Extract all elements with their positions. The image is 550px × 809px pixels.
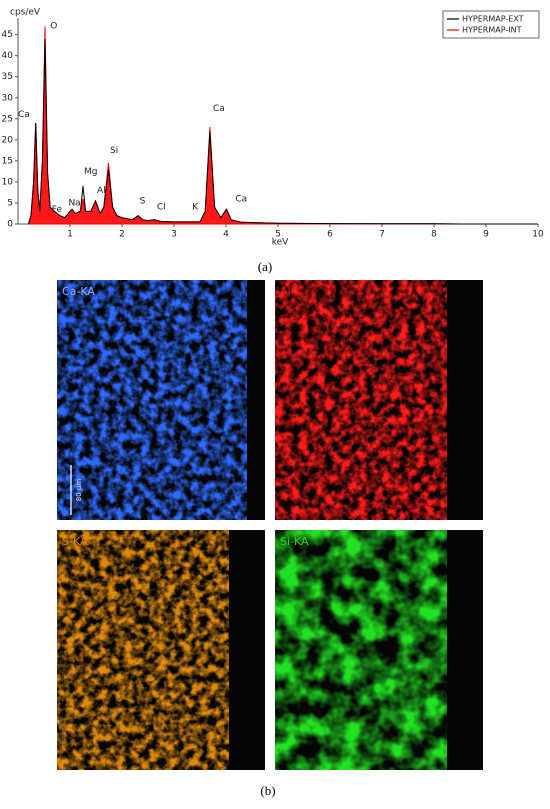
- spectrum-line: [27, 38, 538, 225]
- x-tick-label: 1: [67, 230, 73, 240]
- y-tick-label: 25: [2, 114, 13, 124]
- map-label: Ca-KA: [62, 285, 95, 298]
- peak-label: Mg: [84, 167, 97, 177]
- y-tick-label: 45: [2, 30, 13, 40]
- map-texture: [57, 530, 229, 770]
- y-tick-label: 20: [2, 135, 14, 145]
- map-texture: [57, 280, 247, 520]
- x-tick-label: 7: [379, 230, 385, 240]
- x-axis-label: keV: [272, 238, 289, 248]
- legend-label: HYPERMAP-INT: [462, 26, 522, 35]
- x-tick-label: 5: [275, 230, 281, 240]
- y-tick-label: 40: [2, 51, 14, 61]
- x-tick-label: 10: [532, 230, 544, 240]
- peak-label: Na: [68, 198, 80, 208]
- map-texture: [275, 280, 447, 520]
- y-tick-label: 0: [7, 220, 13, 230]
- peak-label: Fe: [52, 205, 63, 215]
- peak-label: Cl: [157, 203, 166, 213]
- peak-label: S: [140, 196, 146, 206]
- map-label: Si-KA: [280, 535, 309, 548]
- map-label: S-KA: [62, 535, 88, 548]
- caption-b: (b): [260, 783, 275, 798]
- scale-bar-label: 80 µm: [75, 479, 83, 502]
- peak-label: Ca: [18, 110, 30, 120]
- y-tick-label: 15: [2, 156, 13, 166]
- map-texture: [275, 530, 447, 770]
- peak-label: Al: [97, 186, 106, 196]
- y-tick-label: 35: [2, 72, 13, 82]
- peak-label: Ca: [235, 194, 247, 204]
- x-tick-label: 3: [171, 230, 177, 240]
- y-tick-label: 10: [2, 177, 14, 187]
- peak-label: Si: [110, 146, 118, 156]
- y-axis-label: cps/eV: [10, 8, 41, 18]
- x-tick-label: 6: [327, 230, 333, 240]
- peak-label: Ca: [213, 104, 225, 114]
- map-label: Al-K: [280, 285, 303, 298]
- peak-label: O: [50, 22, 57, 32]
- x-tick-label: 8: [431, 230, 437, 240]
- y-tick-label: 30: [2, 93, 14, 103]
- caption-a: (a): [258, 259, 272, 274]
- peak-label: K: [192, 203, 199, 213]
- legend-label: HYPERMAP-EXT: [462, 15, 524, 24]
- x-tick-label: 2: [119, 230, 125, 240]
- x-tick-label: 9: [483, 230, 489, 240]
- x-tick-label: 4: [223, 230, 229, 240]
- y-tick-label: 5: [7, 198, 13, 208]
- legend-box: [442, 10, 540, 39]
